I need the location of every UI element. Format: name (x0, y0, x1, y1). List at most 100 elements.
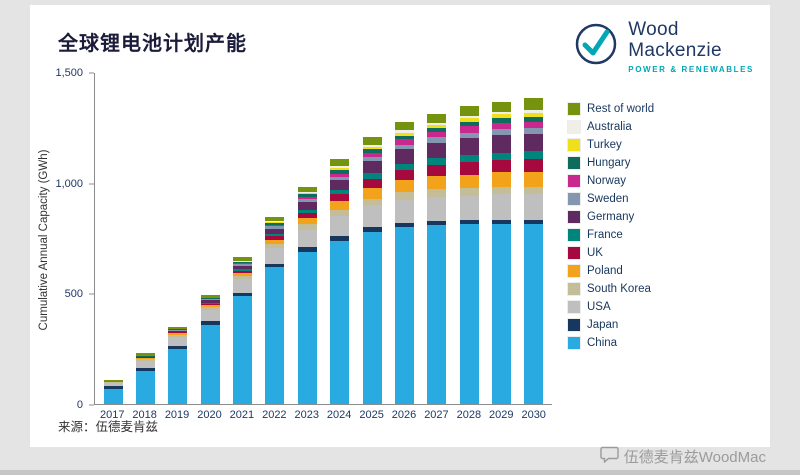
bar-segment (427, 124, 447, 129)
bar-segment (297, 196, 317, 199)
bar-segment (394, 192, 414, 200)
bar-segment (459, 187, 479, 196)
legend-swatch (568, 337, 580, 349)
bar-segment (265, 263, 285, 268)
bar-segment (362, 147, 382, 150)
bar-segment (233, 260, 253, 262)
bar-segment (233, 292, 253, 296)
legend-label: Turkey (587, 139, 622, 151)
bar-segment (330, 170, 350, 174)
x-tick-label: 2025 (359, 409, 384, 421)
legend-item: UK (568, 247, 654, 259)
y-tick-mark (89, 293, 94, 295)
bar-segment (459, 138, 479, 155)
bar-column (485, 73, 517, 404)
bar-segment (459, 154, 479, 163)
bar-segment (297, 251, 317, 404)
bar-segment (265, 223, 285, 226)
bar-segment (394, 227, 414, 404)
bar-column (356, 73, 388, 404)
bar-segment (297, 247, 317, 252)
bar-segment (524, 172, 544, 187)
bar-segment (394, 223, 414, 228)
bar-segment (168, 332, 188, 334)
bar-segment (394, 132, 414, 136)
y-tick-label: 1,500 (55, 67, 83, 79)
chart-title: 全球锂电池计划产能 (58, 33, 247, 55)
bar-segment (168, 336, 188, 346)
bar-segment (233, 295, 253, 404)
bar-segment (136, 358, 156, 361)
bar-segment (491, 152, 511, 161)
bar-segment (168, 345, 188, 349)
bar-segment (168, 331, 188, 333)
bar-segment (330, 194, 350, 202)
source-note: 来源：伍德麦肯兹 (58, 420, 159, 434)
bar-segment (427, 158, 447, 165)
bar-segment (265, 225, 285, 227)
bar-segment (168, 330, 188, 332)
bar-segment (427, 225, 447, 404)
legend-label: Australia (587, 121, 632, 133)
bar-segment (459, 126, 479, 133)
bar-segment (265, 226, 285, 229)
x-tick-label: 2030 (521, 409, 546, 421)
bar-segment (362, 173, 382, 179)
bar-segment (459, 132, 479, 139)
bar-segment (427, 164, 447, 176)
bar-segment (394, 130, 414, 133)
legend-item: Turkey (568, 139, 654, 151)
legend-swatch (568, 139, 580, 151)
bar-segment (491, 224, 511, 404)
chart-card: 全球锂电池计划产能 Wood Mackenzie POWER & RENEWAB… (30, 5, 770, 447)
legend-item: Hungary (568, 157, 654, 169)
bar-segment (394, 144, 414, 150)
bar-segment (136, 370, 156, 404)
bar-segment (524, 112, 544, 118)
bar-segment (297, 229, 317, 248)
legend-label: Poland (587, 265, 623, 277)
legend-swatch (568, 193, 580, 205)
bar-segment (168, 334, 188, 337)
watermark: 伍德麦肯兹WoodMac (600, 446, 766, 467)
legend-swatch (568, 211, 580, 223)
bar-segment (136, 353, 156, 356)
x-tick-label: 2028 (456, 409, 482, 421)
bar-segment (459, 174, 479, 188)
x-tick-label: 2026 (391, 409, 417, 421)
bar-segment (136, 356, 156, 358)
bar-column (129, 73, 161, 404)
bar-column (324, 73, 356, 404)
logo-word-2: Mackenzie (628, 40, 722, 61)
bar-segment (297, 194, 317, 197)
legend-swatch (568, 157, 580, 169)
legend-swatch (568, 319, 580, 331)
bar-segment (233, 279, 253, 293)
legend-item: France (568, 229, 654, 241)
bar-segment (330, 165, 350, 168)
bar-segment (297, 193, 317, 195)
bar-segment (297, 198, 317, 203)
bar-segment (297, 209, 317, 214)
legend-item: Sweden (568, 193, 654, 205)
bar-segment (524, 121, 544, 129)
bar-segment (524, 186, 544, 195)
wood-mackenzie-logo-text: Wood Mackenzie POWER & RENEWABLES (628, 19, 754, 74)
bar-segment (330, 201, 350, 210)
bar-segment (491, 113, 511, 119)
bar-segment (524, 151, 544, 160)
legend-swatch (568, 247, 580, 259)
bar-segment (524, 219, 544, 225)
bar-segment (297, 213, 317, 218)
plot-area (94, 73, 552, 405)
x-tick-label: 2029 (489, 409, 514, 421)
wood-mackenzie-logo: Wood Mackenzie POWER & RENEWABLES (573, 19, 754, 74)
bar-segment (233, 266, 253, 270)
bar-segment (362, 161, 382, 174)
bar-segment (459, 106, 479, 117)
logo-tagline: POWER & RENEWABLES (628, 65, 754, 74)
bar-column (226, 73, 258, 404)
bar-segment (200, 302, 220, 304)
bar-segment (136, 357, 156, 359)
y-tick-label: 500 (64, 288, 83, 301)
